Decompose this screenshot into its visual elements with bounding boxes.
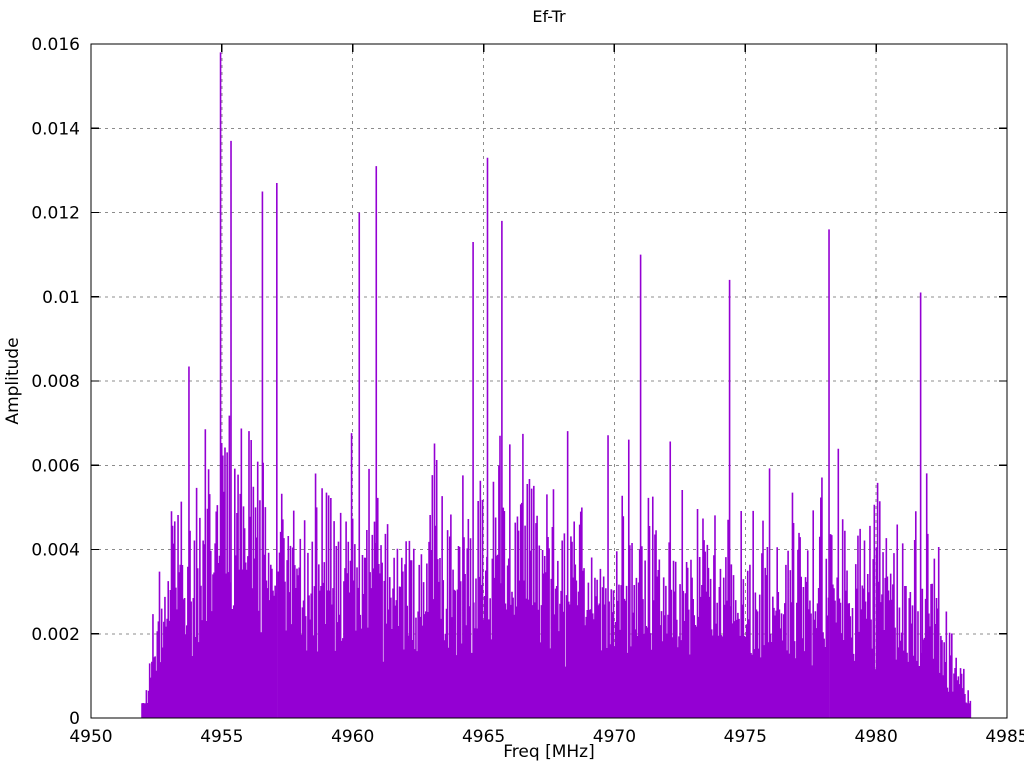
y-tick-label: 0.002	[31, 625, 80, 645]
y-tick-label: 0.01	[42, 288, 80, 308]
x-axis-ticks: 4950 4955 4960 4965 4970 4975 4980 4985	[69, 44, 1024, 747]
y-tick-label: 0.006	[31, 456, 80, 476]
x-tick-label: 4970	[593, 727, 636, 747]
y-tick-label: 0.008	[31, 372, 80, 392]
y-tick-label: 0	[69, 709, 80, 729]
x-tick-label: 4955	[200, 727, 243, 747]
x-tick-label: 4960	[331, 727, 374, 747]
x-tick-label: 4985	[985, 727, 1024, 747]
y-axis-ticks: 0 0.002 0.004 0.006 0.008 0.01 0.012 0.014 0.016	[31, 35, 1007, 729]
x-tick-label: 4950	[69, 727, 112, 747]
y-tick-label: 0.004	[31, 541, 80, 561]
y-tick-label: 0.014	[31, 119, 80, 139]
series-ef-tr	[141, 52, 972, 718]
page-title: Ef-Tr	[532, 7, 566, 26]
plot-border	[90, 43, 1008, 719]
y-tick-label: 0.012	[31, 204, 80, 224]
x-tick-label: 4975	[724, 727, 767, 747]
y-axis-label: Amplitude	[3, 337, 23, 424]
x-axis-label: Freq [MHz]	[503, 742, 594, 762]
x-tick-label: 4980	[855, 727, 898, 747]
y-tick-label: 0.016	[31, 35, 80, 55]
x-tick-label: 4965	[462, 727, 505, 747]
data-series-layer	[141, 52, 972, 718]
